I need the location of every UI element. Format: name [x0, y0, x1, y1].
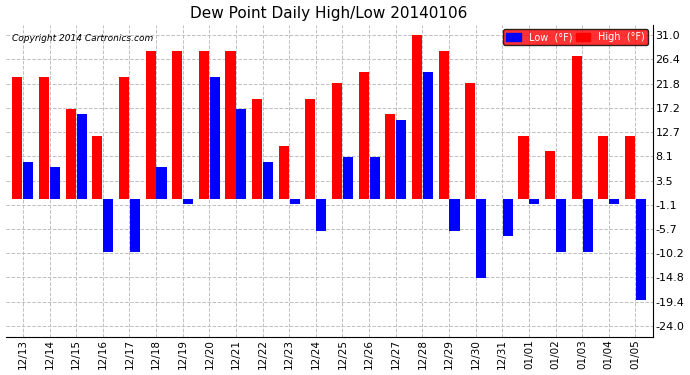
Bar: [157, 167, 166, 199]
Title: Dew Point Daily High/Low 20140106: Dew Point Daily High/Low 20140106: [190, 6, 468, 21]
Bar: [290, 199, 299, 204]
Bar: [359, 72, 368, 199]
Bar: [12, 77, 23, 199]
Bar: [370, 157, 380, 199]
Bar: [476, 199, 486, 279]
Bar: [237, 109, 246, 199]
Bar: [252, 99, 262, 199]
Bar: [119, 77, 129, 199]
Bar: [210, 77, 220, 199]
Legend: Low  (°F), High  (°F): Low (°F), High (°F): [503, 29, 648, 45]
Bar: [332, 83, 342, 199]
Bar: [609, 199, 620, 204]
Bar: [306, 99, 315, 199]
Bar: [449, 199, 460, 231]
Bar: [529, 199, 540, 204]
Bar: [636, 199, 646, 300]
Bar: [279, 146, 289, 199]
Bar: [582, 199, 593, 252]
Bar: [343, 157, 353, 199]
Bar: [77, 114, 87, 199]
Bar: [226, 51, 235, 199]
Bar: [545, 152, 555, 199]
Bar: [385, 114, 395, 199]
Bar: [130, 199, 140, 252]
Bar: [39, 77, 49, 199]
Bar: [518, 136, 529, 199]
Text: Copyright 2014 Cartronics.com: Copyright 2014 Cartronics.com: [12, 34, 153, 43]
Bar: [439, 51, 449, 199]
Bar: [396, 120, 406, 199]
Bar: [172, 51, 182, 199]
Bar: [556, 199, 566, 252]
Bar: [625, 136, 635, 199]
Bar: [23, 162, 33, 199]
Bar: [316, 199, 326, 231]
Bar: [104, 199, 113, 252]
Bar: [423, 72, 433, 199]
Bar: [50, 167, 60, 199]
Bar: [465, 83, 475, 199]
Bar: [412, 35, 422, 199]
Bar: [572, 56, 582, 199]
Bar: [66, 109, 76, 199]
Bar: [92, 136, 102, 199]
Bar: [503, 199, 513, 236]
Bar: [183, 199, 193, 204]
Bar: [146, 51, 156, 199]
Bar: [263, 162, 273, 199]
Bar: [199, 51, 209, 199]
Bar: [598, 136, 609, 199]
